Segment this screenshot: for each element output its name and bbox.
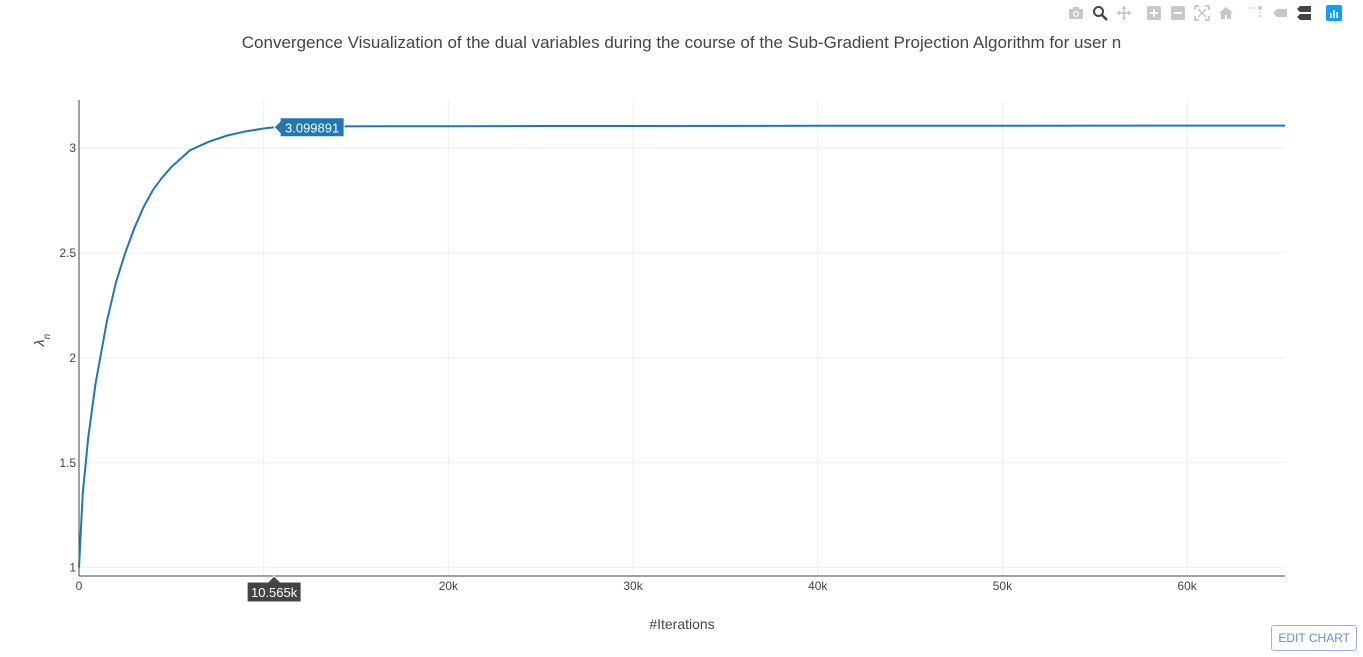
y-tick-label: 2.5	[59, 246, 76, 260]
y-tick-label: 1	[69, 561, 76, 575]
series-line	[78, 124, 1285, 568]
spike-lines-icon[interactable]	[1247, 4, 1265, 22]
y-tick-label: 3	[69, 141, 76, 155]
x-axis-title: #Iterations	[649, 616, 714, 632]
hover-y-text: 3.099891	[285, 120, 339, 135]
x-tick-label: 0	[76, 579, 83, 593]
y-tick-label: 1.5	[59, 456, 76, 470]
y-axis-title: λn	[31, 333, 53, 347]
x-tick-label: 40k	[808, 579, 828, 593]
gridlines	[79, 100, 1285, 576]
zoom-icon[interactable]	[1091, 4, 1109, 22]
hover-labels: 3.099891 10.565k	[246, 117, 345, 603]
modebar	[1067, 4, 1343, 22]
x-tick-label: 50k	[993, 579, 1013, 593]
x-tick-label: 20k	[439, 579, 459, 593]
camera-icon[interactable]	[1067, 4, 1085, 22]
hover-compare-icon[interactable]	[1295, 4, 1313, 22]
x-tick-label: 30k	[623, 579, 643, 593]
reset-axes-icon[interactable]	[1217, 4, 1235, 22]
chart-title: Convergence Visualization of the dual va…	[241, 33, 1122, 52]
y-tick-label: 2	[69, 351, 76, 365]
edit-chart-button[interactable]: EDIT CHART	[1271, 625, 1357, 651]
hover-y-label: 3.099891	[273, 117, 345, 138]
zoom-out-icon[interactable]	[1169, 4, 1187, 22]
hover-x-label: 10.565k	[246, 575, 302, 603]
axes	[78, 100, 1285, 577]
hover-closest-icon[interactable]	[1271, 4, 1289, 22]
pan-icon[interactable]	[1115, 4, 1133, 22]
x-tick-label: 60k	[1177, 579, 1197, 593]
plotly-logo-icon[interactable]	[1325, 4, 1343, 22]
tick-labels: 010k20k30k40k50k60k11.522.53	[59, 141, 1197, 593]
hover-x-text: 10.565k	[251, 585, 298, 600]
autoscale-icon[interactable]	[1193, 4, 1211, 22]
zoom-in-icon[interactable]	[1145, 4, 1163, 22]
